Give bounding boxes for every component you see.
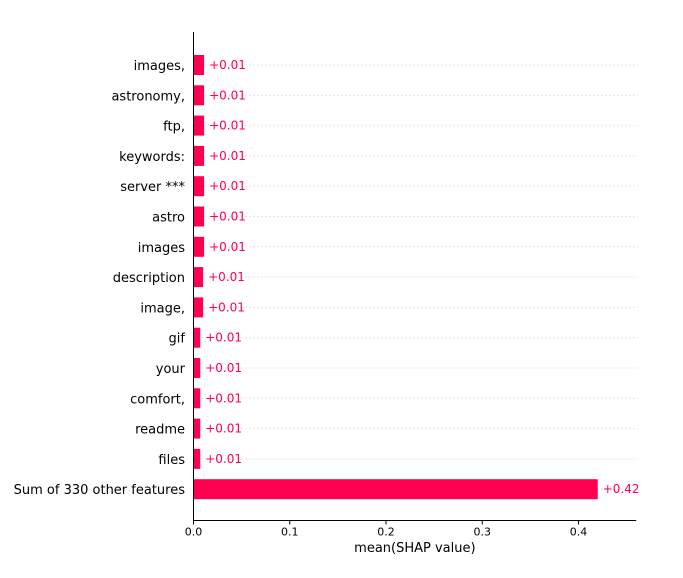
feature-label: readme xyxy=(135,423,185,438)
value-label: +0.01 xyxy=(205,361,242,375)
bars xyxy=(193,55,598,500)
x-tick-label: 0.0 xyxy=(185,526,203,539)
bar xyxy=(193,145,205,166)
value-labels: +0.01 +0.01 +0.01 +0.01 +0.01 +0.01 +0.01 +0.01… xyxy=(205,58,639,496)
value-label: +0.01 xyxy=(205,452,242,466)
value-label: +0.01 xyxy=(209,58,246,72)
value-label: +0.01 xyxy=(208,300,245,314)
row-guides xyxy=(193,64,638,490)
feature-labels: images, astronomy, ftp, keywords: server ***… xyxy=(14,59,186,498)
feature-label: image, xyxy=(140,301,185,316)
bar xyxy=(193,479,598,500)
value-label: +0.01 xyxy=(205,391,242,405)
bar xyxy=(193,55,205,75)
feature-label: astro xyxy=(152,211,185,226)
bar xyxy=(193,115,205,136)
bar xyxy=(193,236,205,257)
bar xyxy=(193,297,204,318)
feature-label: your xyxy=(156,362,186,377)
x-tick-label: 0.1 xyxy=(281,526,299,539)
feature-label: ftp, xyxy=(163,120,185,135)
bar xyxy=(193,418,201,439)
x-tick-label: 0.2 xyxy=(377,526,395,539)
feature-label: Sum of 330 other features xyxy=(14,483,186,498)
x-axis-title: mean(SHAP value) xyxy=(354,541,475,556)
feature-label: files xyxy=(158,453,185,468)
feature-label: keywords: xyxy=(119,150,185,165)
feature-label: astronomy, xyxy=(111,89,185,104)
bar xyxy=(193,206,205,227)
bar xyxy=(193,448,201,469)
value-label: +0.01 xyxy=(209,119,246,133)
bar xyxy=(193,267,204,288)
value-label: +0.01 xyxy=(208,270,245,284)
feature-label: images xyxy=(138,241,185,256)
x-tick-label: 0.3 xyxy=(474,526,492,539)
bar xyxy=(193,85,205,106)
value-label: +0.01 xyxy=(209,210,246,224)
feature-label: comfort, xyxy=(130,392,185,407)
bar xyxy=(193,327,201,348)
value-label: +0.42 xyxy=(603,482,640,496)
value-label: +0.01 xyxy=(209,88,246,102)
bar xyxy=(193,358,201,378)
value-label: +0.01 xyxy=(205,331,242,345)
bar xyxy=(193,176,205,197)
feature-label: gif xyxy=(169,332,186,347)
x-tick-label: 0.4 xyxy=(570,526,588,539)
value-label: +0.01 xyxy=(209,149,246,163)
bar xyxy=(193,388,201,409)
value-label: +0.01 xyxy=(205,422,242,436)
feature-label: description xyxy=(113,271,185,286)
value-label: +0.01 xyxy=(209,179,246,193)
x-ticks: 0.0 0.1 0.2 0.3 0.4 xyxy=(185,520,588,539)
feature-label: images, xyxy=(134,59,185,74)
feature-label: server *** xyxy=(120,180,185,195)
value-label: +0.01 xyxy=(209,240,246,254)
